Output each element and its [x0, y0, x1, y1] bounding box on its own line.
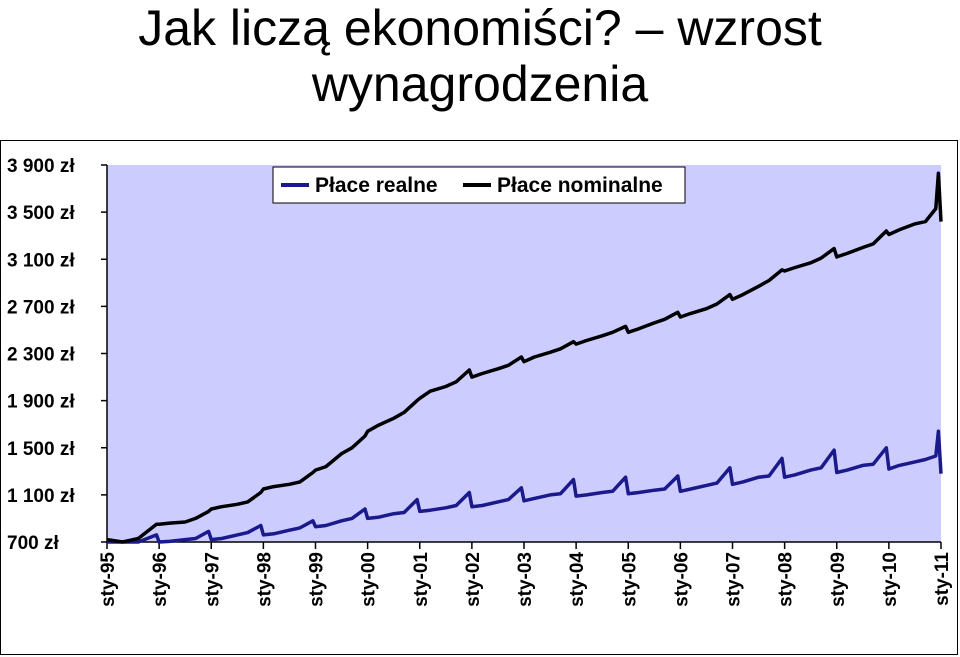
x-tick-label: sty-11	[932, 552, 953, 606]
slide-title-line-2: wynagrodzenia	[311, 56, 649, 112]
y-tick-label: 3 100 zł	[7, 250, 75, 271]
y-tick-label: 2 300 zł	[7, 345, 75, 366]
x-tick-label: sty-03	[515, 552, 536, 607]
plot-area	[107, 165, 941, 542]
legend-label-real: Płace realne	[315, 174, 438, 197]
slide-title-line-1: Jak liczą ekonomiści? – wzrost	[138, 0, 822, 56]
slide-title: Jak liczą ekonomiści? – wzrost wynagrodz…	[0, 0, 960, 130]
x-tick-label: sty-98	[254, 552, 275, 607]
y-tick-label: 1 500 zł	[7, 439, 75, 460]
series-line-real	[107, 429, 943, 544]
y-tick-label: 3 500 zł	[7, 203, 75, 224]
y-tick-label: 3 900 zł	[7, 156, 75, 177]
chart-frame: 700 zł 1 100 zł 1 500 zł 1 900 zł 2 300 zł 2 …	[0, 140, 958, 655]
x-tick-label: sty-04	[567, 552, 588, 607]
y-tick-label: 1 100 zł	[7, 486, 75, 507]
x-tick-label: sty-97	[202, 552, 223, 607]
x-tick-label: sty-09	[828, 552, 849, 607]
x-tick-label: sty-10	[880, 552, 901, 607]
x-tick-label: sty-06	[671, 552, 692, 607]
series-line-nominal	[106, 171, 943, 544]
x-tick-label: sty-96	[150, 552, 171, 607]
legend: Płace realne Płace nominalne	[272, 166, 686, 204]
x-tick-label: sty-07	[724, 552, 745, 607]
x-tick-label: sty-08	[776, 552, 797, 607]
y-tick-label: 2 700 zł	[7, 297, 75, 318]
x-tick-label: sty-00	[359, 552, 380, 607]
x-tick-label: sty-95	[98, 552, 119, 607]
y-axis: 700 zł 1 100 zł 1 500 zł 1 900 zł 2 300 zł 2 …	[7, 156, 108, 554]
x-tick-label: sty-02	[463, 552, 484, 607]
y-tick-label: 1 900 zł	[7, 392, 75, 413]
legend-label-nominal: Płace nominalne	[497, 174, 663, 197]
line-chart: 700 zł 1 100 zł 1 500 zł 1 900 zł 2 300 zł 2 …	[7, 156, 953, 607]
y-tick-label: 700 zł	[7, 533, 59, 554]
x-axis: sty-95 sty-96 sty-97 sty-98 sty-99 sty-00 sty-…	[98, 541, 953, 607]
x-tick-label: sty-01	[411, 552, 432, 607]
x-tick-label: sty-99	[307, 552, 328, 607]
x-tick-label: sty-05	[619, 552, 640, 607]
series-layer	[106, 171, 943, 544]
